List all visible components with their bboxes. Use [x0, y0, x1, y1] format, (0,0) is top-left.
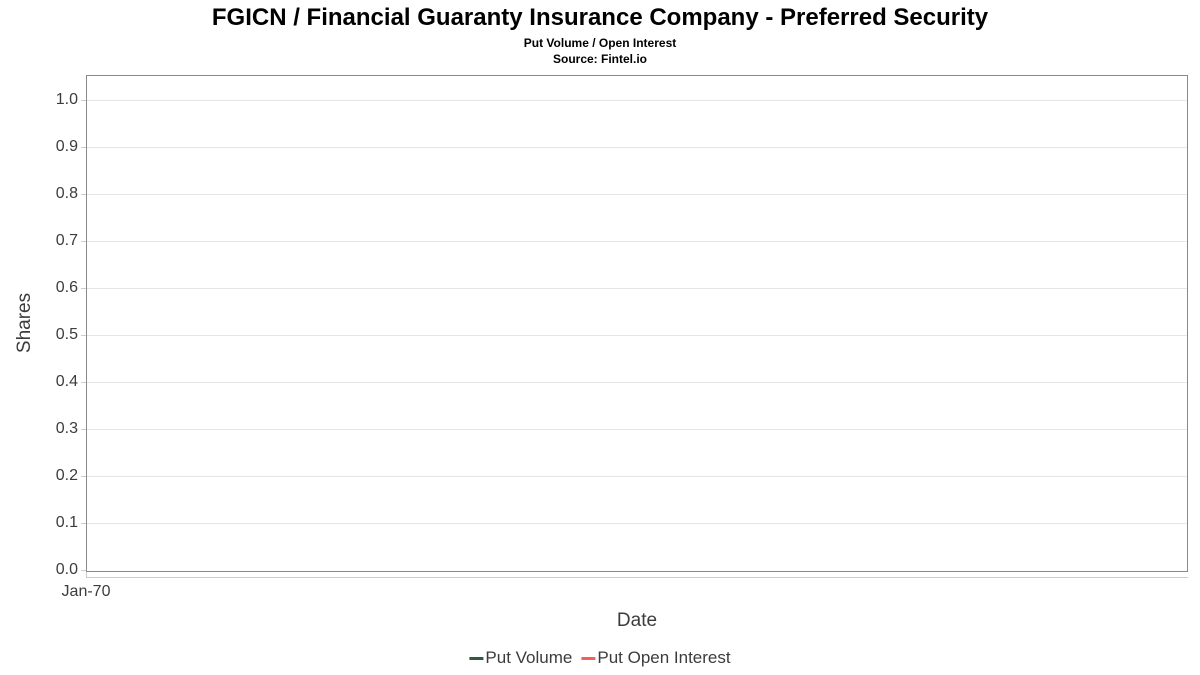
y-axis-title: Shares	[14, 292, 35, 354]
gridline	[87, 147, 1187, 148]
y-tick-mark	[81, 288, 86, 289]
y-tick-mark	[81, 570, 86, 571]
chart-source: Source: Fintel.io	[552, 52, 647, 66]
plot-area	[86, 75, 1188, 572]
gridline	[87, 288, 1187, 289]
gridline	[87, 335, 1187, 336]
legend: Put Volume Put Open Interest	[469, 648, 731, 668]
y-tick-mark	[81, 382, 86, 383]
gridline	[87, 523, 1187, 524]
y-tick-mark	[81, 429, 86, 430]
legend-label-put-open-interest: Put Open Interest	[597, 648, 731, 667]
x-axis-title: Date	[616, 610, 658, 631]
y-tick-mark	[81, 523, 86, 524]
gridline	[87, 429, 1187, 430]
gridline	[87, 382, 1187, 383]
y-tick-mark	[81, 147, 86, 148]
y-tick-label: 0.9	[55, 138, 78, 155]
y-tick-label: 0.8	[55, 185, 78, 202]
gridline	[87, 476, 1187, 477]
y-tick-label: 0.0	[55, 561, 78, 578]
y-tick-mark	[81, 335, 86, 336]
y-tick-label: 0.5	[55, 326, 78, 343]
gridline	[87, 100, 1187, 101]
y-tick-label: 0.6	[55, 279, 78, 296]
x-tick-mark	[86, 572, 87, 577]
y-tick-label: 0.3	[55, 420, 78, 437]
put-volume-line-swatch	[469, 656, 484, 660]
y-tick-label: 0.4	[55, 373, 78, 390]
x-tick-label: Jan-70	[61, 583, 111, 600]
legend-item-put-volume[interactable]: Put Volume	[469, 648, 572, 668]
x-axis-line	[86, 577, 1188, 578]
y-tick-mark	[81, 241, 86, 242]
y-tick-mark	[81, 194, 86, 195]
y-tick-label: 0.7	[55, 232, 78, 249]
y-tick-mark	[81, 476, 86, 477]
y-tick-label: 0.2	[55, 467, 78, 484]
legend-item-put-open-interest[interactable]: Put Open Interest	[581, 648, 731, 668]
y-tick-label: 1.0	[55, 91, 78, 108]
legend-label-put-volume: Put Volume	[485, 648, 573, 667]
chart-subtitle: Put Volume / Open Interest	[523, 36, 677, 50]
put-open-interest-line-swatch	[581, 656, 596, 660]
y-tick-mark	[81, 100, 86, 101]
gridline	[87, 194, 1187, 195]
y-tick-label: 0.1	[55, 514, 78, 531]
chart-title: FGICN / Financial Guaranty Insurance Com…	[211, 4, 989, 31]
gridline	[87, 241, 1187, 242]
